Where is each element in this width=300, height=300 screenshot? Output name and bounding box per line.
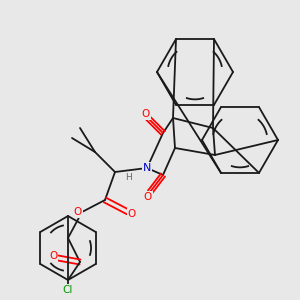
Text: N: N bbox=[143, 163, 151, 173]
Text: O: O bbox=[74, 207, 82, 217]
Text: O: O bbox=[49, 251, 57, 261]
Text: O: O bbox=[128, 209, 136, 219]
Text: Cl: Cl bbox=[63, 285, 73, 295]
Text: H: H bbox=[126, 173, 132, 182]
Text: O: O bbox=[142, 109, 150, 119]
Text: O: O bbox=[144, 192, 152, 202]
